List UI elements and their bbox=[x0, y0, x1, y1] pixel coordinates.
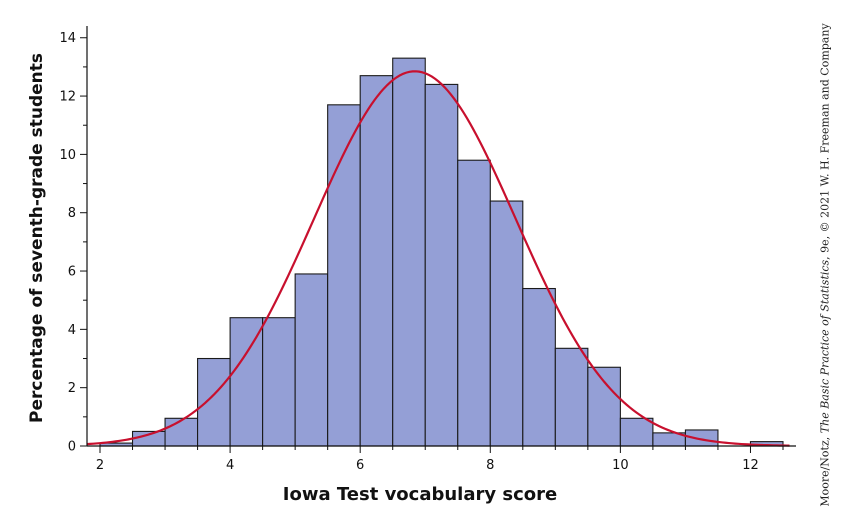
x-axis-ticks: 2 4 6 8 10 12 bbox=[96, 446, 784, 473]
x-tick-label: 12 bbox=[742, 458, 759, 473]
credit-suffix: , 9e, © 2021 W. H. Freeman and Company bbox=[818, 23, 831, 260]
histogram-bar-3 bbox=[197, 357, 231, 447]
x-tick-label: 4 bbox=[226, 458, 234, 473]
histogram-bar-7 bbox=[327, 104, 361, 447]
y-axis-title: Percentage of seventh-grade students bbox=[27, 53, 47, 423]
y-tick-label: 12 bbox=[59, 90, 76, 105]
y-tick-label: 0 bbox=[68, 440, 76, 455]
histogram-bar-6 bbox=[294, 273, 329, 447]
y-tick-label: 8 bbox=[68, 206, 76, 221]
histogram-bar-9 bbox=[392, 57, 426, 447]
histogram-bar-16 bbox=[619, 417, 654, 447]
histogram-bar-8 bbox=[359, 75, 394, 447]
copyright-sidebar: Moore/Notz, The Basic Practice of Statis… bbox=[806, 0, 843, 530]
y-tick-label: 4 bbox=[68, 323, 76, 338]
copyright-credit: Moore/Notz, The Basic Practice of Statis… bbox=[818, 23, 831, 506]
histogram-bars bbox=[99, 57, 784, 447]
x-tick-label: 2 bbox=[96, 458, 104, 473]
histogram-bar-14 bbox=[554, 347, 589, 447]
histogram-bar-2 bbox=[164, 417, 199, 447]
x-tick-label: 8 bbox=[486, 458, 494, 473]
histogram-bar-11 bbox=[457, 159, 491, 447]
histogram-bar-10 bbox=[424, 83, 459, 447]
y-tick-label: 2 bbox=[68, 381, 76, 396]
y-axis-ticks: 0 2 4 6 8 10 12 14 bbox=[59, 31, 87, 455]
x-tick-label: 6 bbox=[356, 458, 364, 473]
histogram-bar-12 bbox=[489, 200, 524, 447]
y-tick-label: 14 bbox=[59, 31, 76, 46]
axes: 2 4 6 8 10 12 0 2 4 6 8 10 12 14 bbox=[59, 26, 796, 473]
histogram-bar-5 bbox=[262, 317, 296, 447]
histogram-bar-4 bbox=[229, 317, 264, 447]
x-tick-label: 10 bbox=[612, 458, 629, 473]
histogram-bar-15 bbox=[587, 366, 621, 447]
histogram-bar-13 bbox=[522, 287, 556, 447]
x-axis-title: Iowa Test vocabulary score bbox=[283, 484, 557, 505]
credit-prefix: Moore/Notz, bbox=[818, 433, 831, 507]
credit-book-title: The Basic Practice of Statistics bbox=[818, 259, 831, 434]
y-tick-label: 10 bbox=[59, 148, 76, 163]
normal-density-curve bbox=[86, 70, 790, 447]
y-tick-label: 6 bbox=[68, 265, 76, 280]
